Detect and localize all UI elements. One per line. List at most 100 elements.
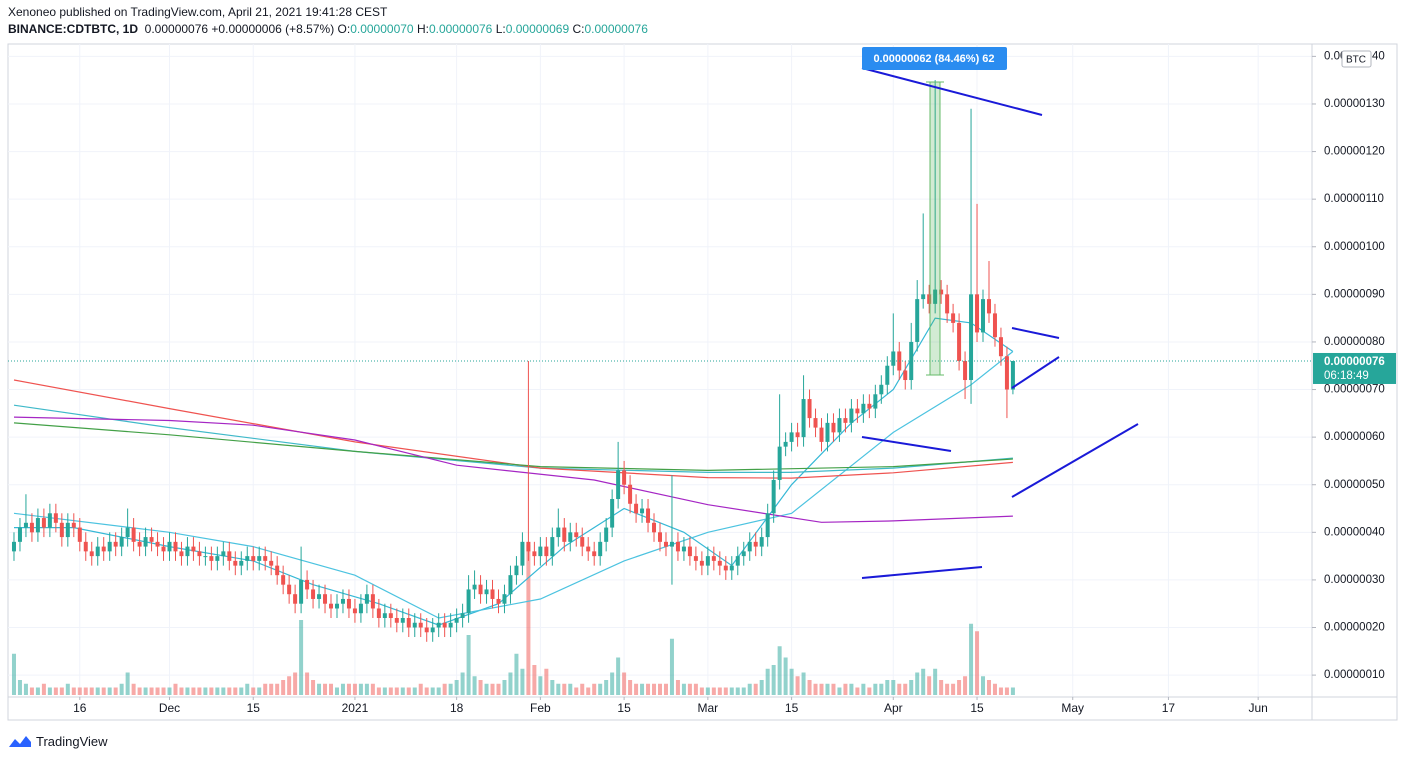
candle-body <box>502 594 507 604</box>
candle-body <box>945 294 950 314</box>
candle-body <box>107 541 112 552</box>
x-tick-label: 15 <box>785 701 799 715</box>
candle-body <box>741 551 746 557</box>
candle-body <box>209 556 214 561</box>
volume-bar <box>251 687 256 695</box>
candle-body <box>981 299 986 333</box>
volume-bar <box>1010 687 1015 695</box>
y-tick-label: 0.00000040 <box>1324 526 1385 538</box>
volume-bar <box>723 687 728 695</box>
trend-line <box>861 436 952 452</box>
chart: 0.00000062 (84.46%) 62 0.00000010 0.00000… <box>7 43 1398 721</box>
publisher: Xenoneo published on TradingView.com, Ap… <box>8 5 388 19</box>
volume-bar <box>203 687 208 695</box>
candle-body <box>167 541 172 552</box>
volume-bar <box>986 680 991 695</box>
volume-bar <box>526 545 531 695</box>
volume-bar <box>747 683 752 695</box>
candle-body <box>843 418 848 423</box>
candle-body <box>185 546 190 557</box>
measure-range <box>929 81 941 376</box>
y-tick-label: 0.00000050 <box>1324 479 1385 491</box>
volume-bar <box>777 646 782 695</box>
volume-bar <box>95 687 100 695</box>
candle-body <box>717 560 722 566</box>
candle-body <box>663 541 668 547</box>
x-tick-label: 18 <box>450 701 464 715</box>
x-tick-label: Feb <box>530 701 551 715</box>
candle-body <box>849 408 854 423</box>
volume-bar <box>687 683 692 695</box>
candle-body <box>921 294 926 300</box>
volume-bar <box>364 683 369 695</box>
candle-body <box>364 594 369 604</box>
candle-body <box>161 546 166 552</box>
candle-body <box>568 532 573 542</box>
candle-body <box>939 289 944 295</box>
volume-bar <box>340 683 345 695</box>
candle-body <box>795 432 800 438</box>
volume-bar <box>574 687 579 695</box>
volume-bar <box>885 680 890 695</box>
candle-body <box>550 537 555 557</box>
candle-body <box>879 384 884 395</box>
candle-body <box>759 537 764 547</box>
candle-body <box>317 594 322 599</box>
candle-body <box>71 522 76 528</box>
candle-body <box>29 522 34 533</box>
volume-bar <box>143 687 148 695</box>
volume-bar <box>855 687 860 695</box>
c: 0.00000076 <box>584 22 648 36</box>
candle-body <box>418 622 423 628</box>
candle-body <box>699 560 704 566</box>
candle-body <box>119 537 124 547</box>
volume-bar <box>562 683 567 695</box>
candle-body <box>466 589 471 614</box>
volume-bar <box>83 687 88 695</box>
candle-body <box>155 541 160 547</box>
trend-line <box>1011 356 1060 389</box>
frame <box>7 43 1398 721</box>
volume-bar <box>293 672 298 695</box>
x-tick-label: May <box>1061 701 1084 715</box>
volume-bar <box>376 687 381 695</box>
volume-bar <box>101 687 106 695</box>
volume-bar <box>257 687 262 695</box>
volume-bar <box>245 683 250 695</box>
volume-bar <box>478 680 483 695</box>
candle-body <box>221 551 226 557</box>
volume-bar <box>945 683 950 695</box>
volume-bar <box>831 683 836 695</box>
candle-body <box>35 518 40 533</box>
candle-body <box>346 598 351 609</box>
volume-bar <box>861 683 866 695</box>
volume-bar <box>556 683 561 695</box>
volume-bar <box>41 683 46 695</box>
candle-body <box>89 551 94 557</box>
candle-body <box>197 551 202 557</box>
candle-body <box>472 584 477 590</box>
currency-box <box>1341 50 1372 68</box>
candle-body <box>927 294 932 304</box>
volume-bar <box>669 638 674 695</box>
volume-bar <box>783 657 788 695</box>
y-tick-label: 0.00000100 <box>1324 241 1385 253</box>
volume-bar <box>753 683 758 695</box>
candle-body <box>556 527 561 538</box>
moving-average <box>13 416 1013 523</box>
volume-bar <box>628 680 633 695</box>
volume-bar <box>317 683 322 695</box>
candle-body <box>269 560 274 566</box>
volume-bar <box>173 683 178 695</box>
volume-bar <box>29 687 34 695</box>
volume-bar <box>448 683 453 695</box>
candle-body <box>263 556 268 561</box>
candle-body <box>340 598 345 604</box>
y-tick-label: 0.00000010 <box>1324 669 1385 681</box>
last-price-label: 0.00000076 <box>1324 356 1385 368</box>
volume-bar <box>71 687 76 695</box>
candle-body <box>83 541 88 552</box>
volume-bar <box>610 672 615 695</box>
candle-body <box>376 608 381 618</box>
candle-body <box>454 617 459 623</box>
